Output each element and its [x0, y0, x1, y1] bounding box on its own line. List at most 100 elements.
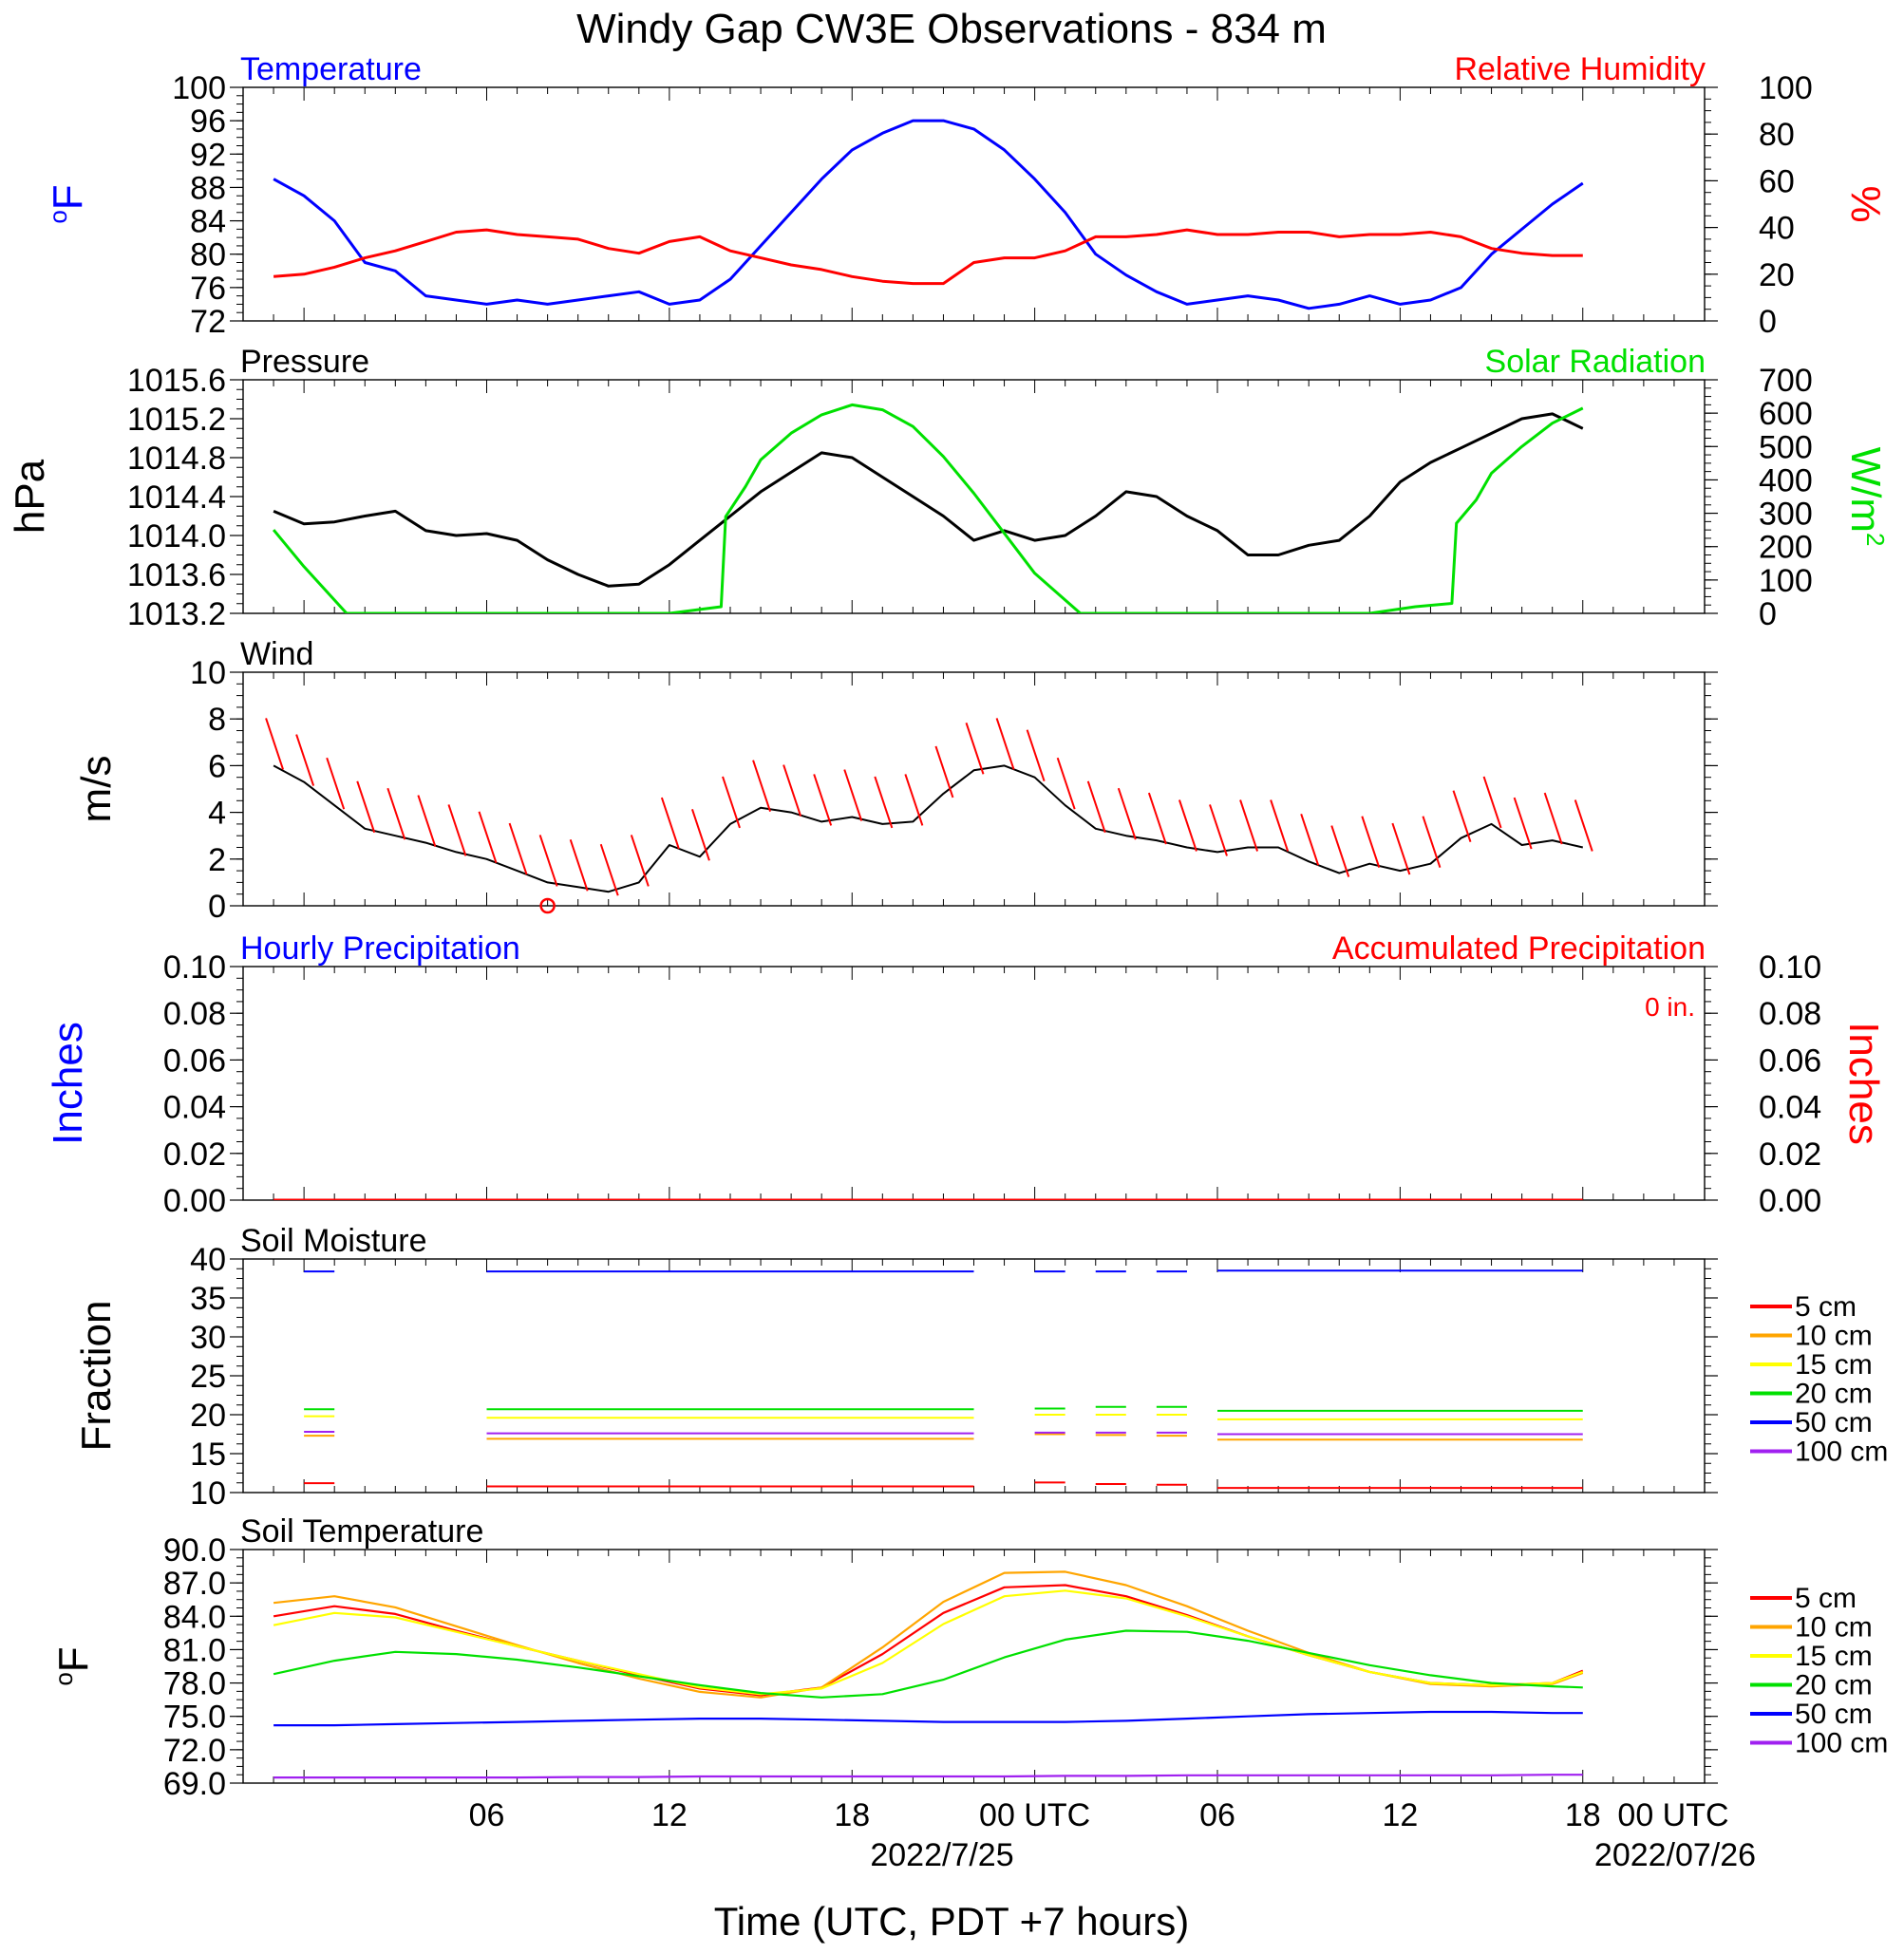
wind-barb: [265, 718, 285, 770]
y-tick-label: 1013.6: [127, 557, 226, 593]
y-tick-label: 1014.8: [127, 441, 226, 477]
y-tick-label: 92: [190, 137, 226, 173]
x-tick-label: 00 UTC: [979, 1797, 1090, 1833]
y-tick-label: 30: [190, 1320, 226, 1356]
y-tick-label: 81.0: [163, 1632, 226, 1668]
series-relative-humidity: [273, 228, 1583, 286]
wind-barb: [538, 835, 558, 887]
panels: 72768084889296100020406080100Temperature…: [7, 51, 1890, 1873]
y-axis-label: oF: [49, 1646, 97, 1685]
y-tick-label-right: 40: [1759, 211, 1795, 247]
wind-barb: [1452, 790, 1472, 842]
plot-frame: [242, 1549, 1706, 1784]
y-tick-label-right: 0.08: [1759, 996, 1821, 1032]
y-tick-label: 1014.4: [127, 479, 226, 516]
wind-barb: [386, 787, 406, 840]
legend-label: 20 cm: [1795, 1379, 1873, 1410]
series-soil-temp-100cm: [273, 1774, 1583, 1779]
y-tick-label: 72.0: [163, 1733, 226, 1769]
plot-area: [272, 403, 1584, 613]
panel-title-left: Soil Temperature: [240, 1513, 483, 1550]
panel-title-left: Pressure: [240, 344, 369, 380]
wind-barb: [874, 776, 894, 829]
wind-barb: [752, 760, 772, 812]
wind-barb: [995, 718, 1015, 770]
y-tick-label: 96: [190, 103, 226, 140]
plot-area: [265, 718, 1593, 896]
y-tick-label: 69.0: [163, 1766, 226, 1802]
wind-barb: [569, 839, 589, 892]
plot-frame: [242, 966, 1706, 1201]
wind-barb: [1117, 787, 1137, 840]
series-soil-temp-50cm: [273, 1710, 1583, 1727]
y-tick-label: 76: [190, 271, 226, 307]
series-soil-temp-20cm: [273, 1629, 1583, 1699]
y-tick-label: 100: [172, 70, 226, 106]
legend-label: 10 cm: [1795, 1612, 1873, 1644]
y-tick-label-right: 200: [1759, 530, 1813, 566]
y-tick-label: 0.06: [163, 1043, 226, 1079]
panel-title-right: Accumulated Precipitation: [1332, 930, 1706, 967]
wind-barb: [1543, 792, 1563, 845]
y-tick-label-right: 0.10: [1759, 949, 1821, 986]
wind-barb: [934, 745, 954, 799]
y-tick-label-right: 100: [1759, 563, 1813, 599]
legend-label: 15 cm: [1795, 1641, 1873, 1672]
panel-title-right: Relative Humidity: [1454, 51, 1706, 87]
series-wind-speed: [273, 764, 1584, 893]
y-tick-label-right: 600: [1759, 396, 1813, 432]
y-axis-label-right: W/m2: [1842, 447, 1890, 547]
plot-area: [304, 1269, 1583, 1490]
plot-frame: [242, 86, 1706, 322]
wind-barb: [630, 835, 650, 887]
y-axis-label: Inches: [45, 1022, 91, 1145]
y-tick-label: 0: [208, 889, 226, 925]
y-tick-label: 78.0: [163, 1666, 226, 1702]
y-tick-label-right: 20: [1759, 257, 1795, 293]
y-tick-label: 2: [208, 842, 226, 878]
y-tick-label-right: 60: [1759, 163, 1795, 199]
wind-barb: [326, 757, 346, 810]
y-tick-label: 1014.0: [127, 518, 226, 554]
x-tick-label: 12: [651, 1797, 688, 1833]
x-tick-label: 06: [469, 1797, 505, 1833]
x-tick-label: 00 UTC: [1617, 1797, 1728, 1833]
wind-barb: [447, 804, 467, 856]
wind-barb: [1422, 816, 1442, 869]
wind-barb: [782, 764, 802, 817]
y-tick-label-right: 400: [1759, 462, 1813, 498]
wind-barb: [660, 797, 680, 850]
plot-area: [273, 1570, 1584, 1779]
y-tick-label: 84.0: [163, 1599, 226, 1635]
wind-barb: [1330, 825, 1350, 877]
x-tick-label: 18: [834, 1797, 870, 1833]
wind-barb: [722, 776, 741, 829]
y-axis-label: Fraction: [73, 1301, 120, 1452]
y-tick-label: 80: [190, 237, 226, 273]
y-axis-label: m/s: [73, 756, 120, 823]
wind-barb: [599, 843, 619, 896]
wind-barb: [1239, 799, 1259, 852]
wind-barb: [1147, 792, 1167, 845]
y-tick-label: 8: [208, 702, 226, 738]
wind-barb: [1574, 799, 1593, 852]
y-tick-label: 6: [208, 748, 226, 784]
panel-pressure: 1013.21013.61014.01014.41014.81015.21015…: [7, 344, 1890, 632]
panel-hourly-precipitation: 0.00 0.02 0.04 0.06 0.08 0.10 0.00 0.02 0.04 0.06…: [45, 930, 1887, 1219]
panel-title-left: Soil Moisture: [240, 1223, 427, 1259]
wind-barb: [843, 769, 863, 821]
legend-label: 10 cm: [1795, 1321, 1873, 1352]
legend-label: 5 cm: [1795, 1291, 1857, 1323]
y-tick-label-right: 0.04: [1759, 1090, 1821, 1126]
x-tick-label: 12: [1382, 1797, 1418, 1833]
y-tick-label: 75.0: [163, 1700, 226, 1736]
y-tick-label-right: 0.00: [1759, 1183, 1821, 1219]
series-solar-radiation: [272, 403, 1584, 613]
series-soil-temp-15cm: [273, 1589, 1584, 1696]
panel-title-left: Temperature: [240, 51, 422, 87]
plot-frame: [242, 671, 1706, 907]
wind-barb: [690, 809, 710, 861]
y-tick-label-right: 0.02: [1759, 1137, 1821, 1173]
legend-label: 50 cm: [1795, 1699, 1873, 1730]
y-tick-label: 1015.2: [127, 402, 226, 438]
